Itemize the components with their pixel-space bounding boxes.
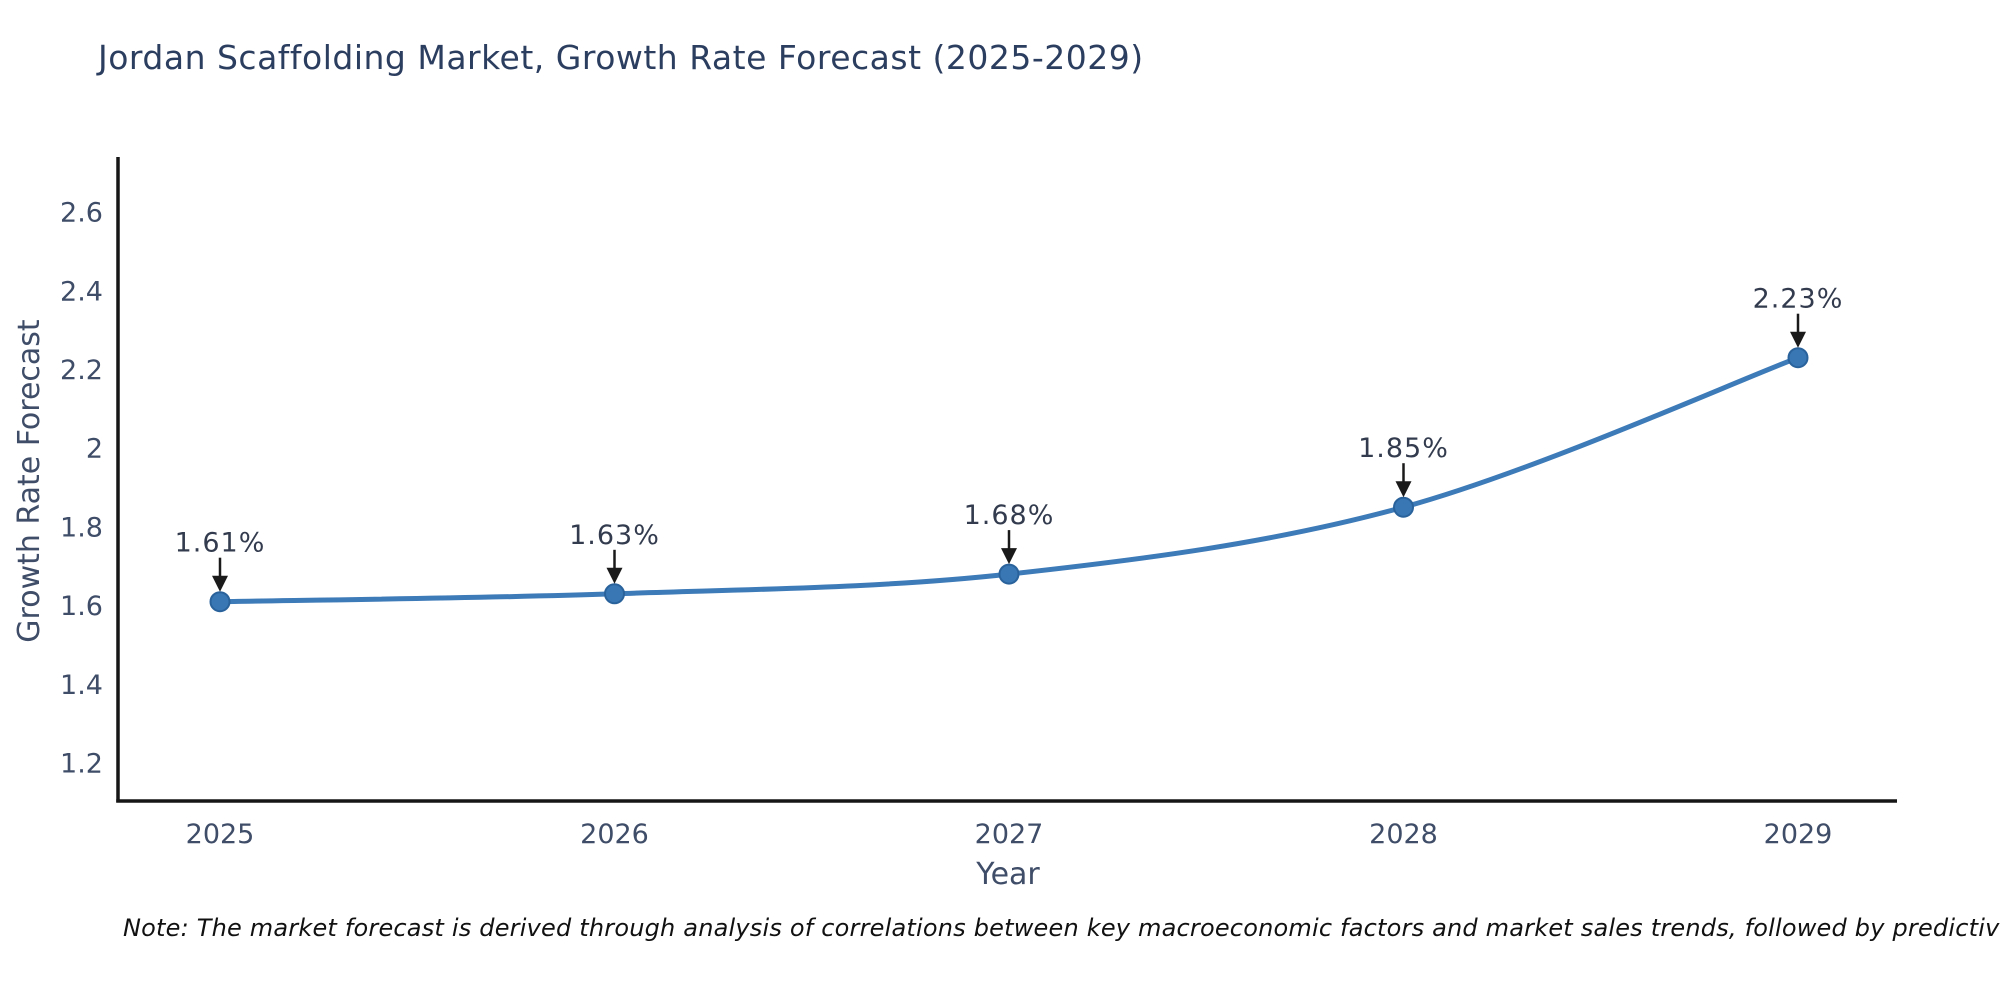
annotation-arrowhead — [1001, 548, 1017, 565]
data-point[interactable] — [209, 591, 231, 613]
annotation-arrowhead — [1790, 331, 1806, 348]
y-tick-label: 1.4 — [60, 670, 103, 701]
y-tick-label: 2.4 — [60, 276, 103, 307]
y-tick-label: 2 — [86, 434, 103, 465]
x-tick-label: 2025 — [186, 819, 255, 850]
footnote: Note: The market forecast is derived thr… — [123, 914, 2000, 942]
x-axis-title: Year — [976, 857, 1040, 892]
y-tick-label: 1.6 — [60, 591, 103, 622]
data-point[interactable] — [1393, 496, 1414, 518]
y-tick-label: 1.8 — [60, 512, 103, 543]
x-tick-label: 2027 — [975, 819, 1044, 850]
x-tick-label: 2029 — [1764, 819, 1833, 850]
x-tick-label: 2028 — [1369, 819, 1438, 850]
annotation-label: 1.68% — [964, 500, 1055, 531]
data-point[interactable] — [604, 583, 625, 605]
y-axis-title: Growth Rate Forecast — [12, 319, 47, 643]
data-point[interactable] — [998, 563, 1020, 585]
data-point[interactable] — [1787, 347, 1809, 369]
annotation-arrowhead — [606, 567, 623, 584]
y-tick-label: 2.2 — [60, 355, 103, 386]
chart-title: Jordan Scaffolding Market, Growth Rate F… — [98, 38, 1144, 77]
annotation-label: 1.63% — [569, 520, 660, 551]
y-tick-label: 1.2 — [60, 749, 103, 780]
annotation-label: 1.61% — [175, 528, 266, 559]
annotation-label: 2.23% — [1753, 284, 1844, 315]
annotation-label: 1.85% — [1358, 433, 1449, 464]
y-tick-label: 2.6 — [60, 198, 103, 229]
annotation-arrowhead — [1395, 481, 1412, 498]
annotation-arrowhead — [212, 575, 228, 592]
x-tick-label: 2026 — [580, 819, 649, 850]
